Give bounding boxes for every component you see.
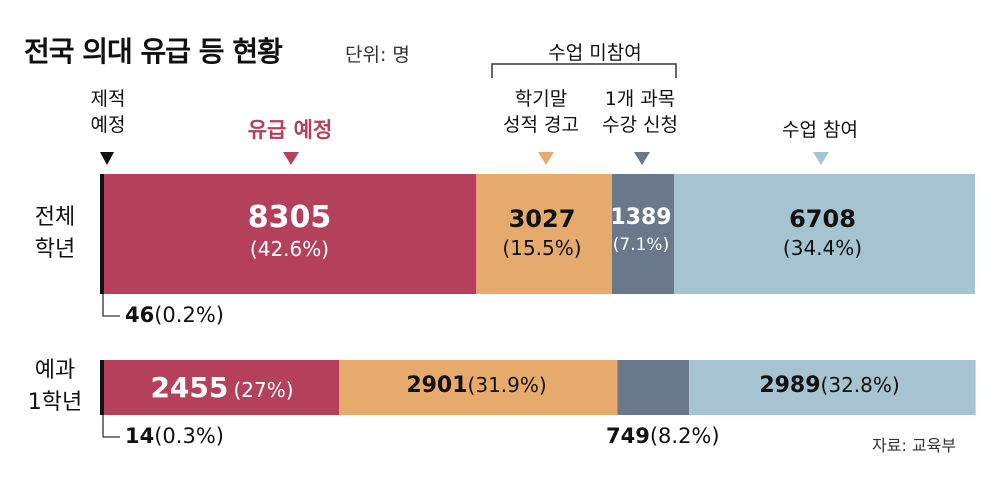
bar-row1-held-back <box>104 174 477 294</box>
category-one-course-label: 1개 과목 수강 신청 <box>602 88 678 136</box>
bar-row2-expelled <box>100 360 104 415</box>
bar-row2-one-course <box>617 360 690 415</box>
bar-row1-expelled <box>100 174 104 294</box>
category-warning-label: 학기말 성적 경고 <box>503 88 579 136</box>
row2-attending-label: 2989(32.8%) <box>759 373 900 398</box>
marker-expelled <box>100 152 114 165</box>
note-expelled-pre: 14(0.3%) <box>125 424 224 448</box>
row-label-all: 전체 학년 <box>34 205 76 262</box>
row1-warning-label: 3027 (15.5%) <box>502 205 582 260</box>
chart-title: 전국 의대 유급 등 현황 <box>24 35 283 68</box>
group-bracket <box>491 63 677 78</box>
bar-row1-warning <box>476 174 612 294</box>
row1-held-back-label: 8305 (42.6%) <box>247 200 332 261</box>
marker-held-back <box>283 152 299 165</box>
row1-one-course-label: 1389 (7.1%) <box>610 205 672 255</box>
bar-row2-held-back <box>104 360 340 415</box>
note-connector-pre <box>102 415 120 438</box>
marker-attending <box>813 152 829 165</box>
category-held-back-label: 유급 예정 <box>247 118 333 142</box>
bar-row2-attending <box>689 360 976 415</box>
group-label-not-attending: 수업 미참여 <box>548 42 642 64</box>
category-attending-label: 수업 참여 <box>782 119 858 141</box>
row2-warning-label: 2901(31.9%) <box>406 373 547 398</box>
note-expelled-all: 46(0.2%) <box>125 303 224 327</box>
bar-row2-warning <box>339 360 618 415</box>
bar-row1-one-course <box>611 174 675 294</box>
source-label: 자료: 교육부 <box>872 436 957 455</box>
marker-warning <box>538 152 554 165</box>
marker-one-course <box>634 152 650 165</box>
note-connector-all <box>102 294 120 317</box>
row2-held-back-label: 2455 (27%) <box>150 371 294 404</box>
category-expelled-label: 제적 예정 <box>90 88 126 136</box>
row-label-pre: 예과 1학년 <box>27 358 83 415</box>
row1-attending-label: 6708 (34.4%) <box>782 205 863 260</box>
bar-row1-attending <box>674 174 975 294</box>
note-one-course-pre: 749(8.2%) <box>606 424 720 448</box>
unit-label: 단위: 명 <box>345 44 410 66</box>
